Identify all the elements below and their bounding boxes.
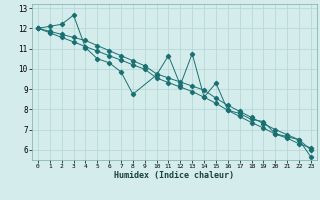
X-axis label: Humidex (Indice chaleur): Humidex (Indice chaleur) xyxy=(115,171,234,180)
